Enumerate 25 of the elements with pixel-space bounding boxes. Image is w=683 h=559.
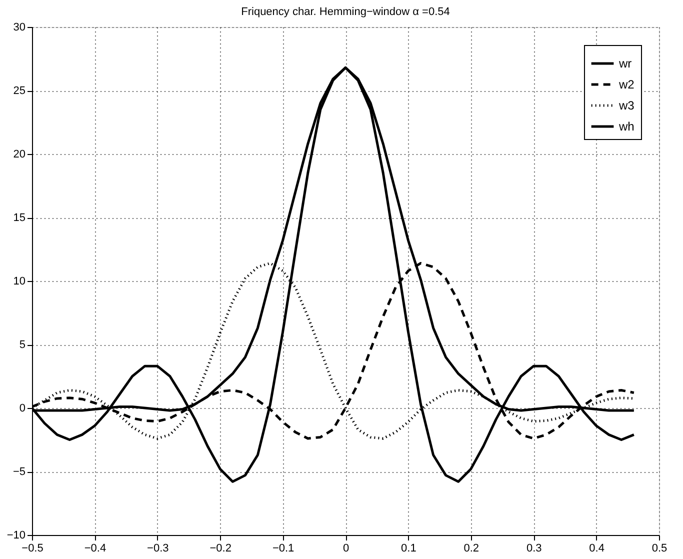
y-tick-label: 10 xyxy=(13,276,26,288)
y-tick-label: 30 xyxy=(13,22,26,34)
y-tick-label: 0 xyxy=(19,402,26,414)
y-tick-label: 5 xyxy=(19,339,26,351)
y-tick-label: −5 xyxy=(12,466,26,478)
x-tick-label: −0.4 xyxy=(84,542,106,554)
y-tick-label: 25 xyxy=(13,85,26,97)
chart-title: Friquency char. Hemming−window α =0.54 xyxy=(241,6,450,18)
legend-label: w3 xyxy=(618,98,635,112)
x-tick-label: 0.1 xyxy=(401,542,416,554)
x-tick-label: 0.2 xyxy=(464,542,480,554)
legend-label: wr xyxy=(618,56,632,70)
x-tick-label: 0 xyxy=(342,542,350,554)
x-tick-label: −0.2 xyxy=(210,542,232,554)
x-tick-label: −0.3 xyxy=(147,542,169,554)
x-tick-label: −0.1 xyxy=(272,542,294,554)
x-tick-label: 0.3 xyxy=(526,542,542,554)
x-tick-label: 0.4 xyxy=(589,542,604,554)
y-tick-label: 15 xyxy=(13,212,26,224)
x-tick-label: 0.5 xyxy=(652,542,668,554)
y-tick-label: −10 xyxy=(6,530,26,542)
legend-label: w2 xyxy=(618,78,635,92)
y-tick-label: 20 xyxy=(13,148,26,160)
legend-label: wh xyxy=(618,120,634,134)
x-tick-label: −0.5 xyxy=(22,542,44,554)
